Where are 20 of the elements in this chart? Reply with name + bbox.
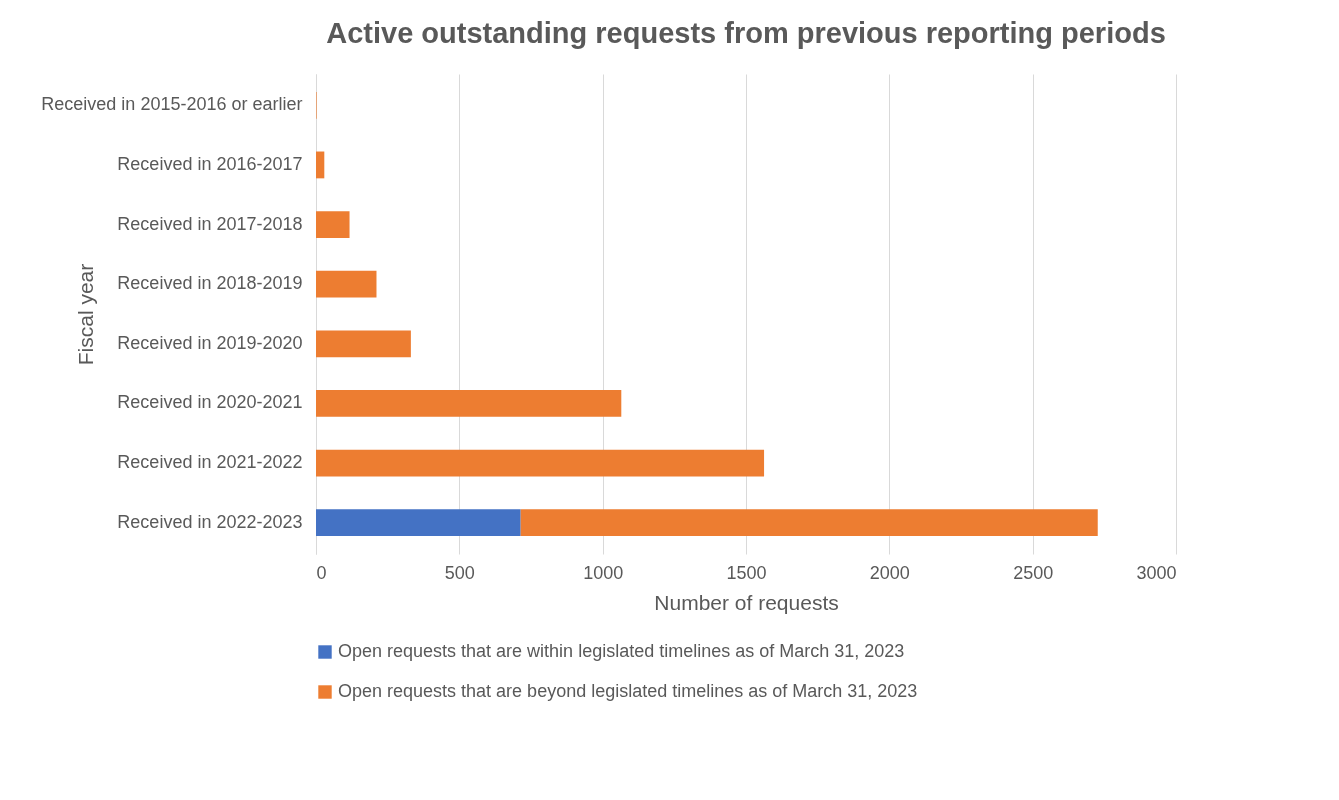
x-tick-label: 2500 bbox=[1013, 562, 1054, 583]
x-axis-title: Number of requests bbox=[654, 590, 839, 614]
legend-label: Open requests that are within legislated timelines as of March 31, 2023 bbox=[338, 641, 905, 661]
y-axis-title: Fiscal year bbox=[73, 263, 97, 366]
x-tick-label: 1500 bbox=[726, 562, 767, 583]
chart-title: Active outstanding requests from previous reporting periods bbox=[326, 17, 1166, 49]
x-tick-label: 2000 bbox=[869, 562, 910, 583]
x-tick-label: 0 bbox=[316, 562, 327, 583]
y-tick-label: Received in 2022-2023 bbox=[117, 511, 303, 532]
y-tick-label: Received in 2020-2021 bbox=[117, 392, 303, 413]
y-tick-label: Received in 2015-2016 or earlier bbox=[41, 94, 303, 115]
y-tick-label: Received in 2016-2017 bbox=[117, 153, 303, 174]
x-tick-label: 500 bbox=[444, 562, 475, 583]
y-tick-label: Received in 2017-2018 bbox=[117, 213, 303, 234]
legend-label: Open requests that are beyond legislated timelines as of March 31, 2023 bbox=[338, 681, 918, 701]
x-tick-label: 1000 bbox=[583, 562, 624, 583]
y-tick-label: Received in 2018-2019 bbox=[117, 273, 303, 294]
y-tick-label: Received in 2019-2020 bbox=[117, 332, 303, 353]
y-tick-label: Received in 2021-2022 bbox=[117, 452, 303, 473]
x-tick-label: 3000 bbox=[1136, 562, 1177, 583]
